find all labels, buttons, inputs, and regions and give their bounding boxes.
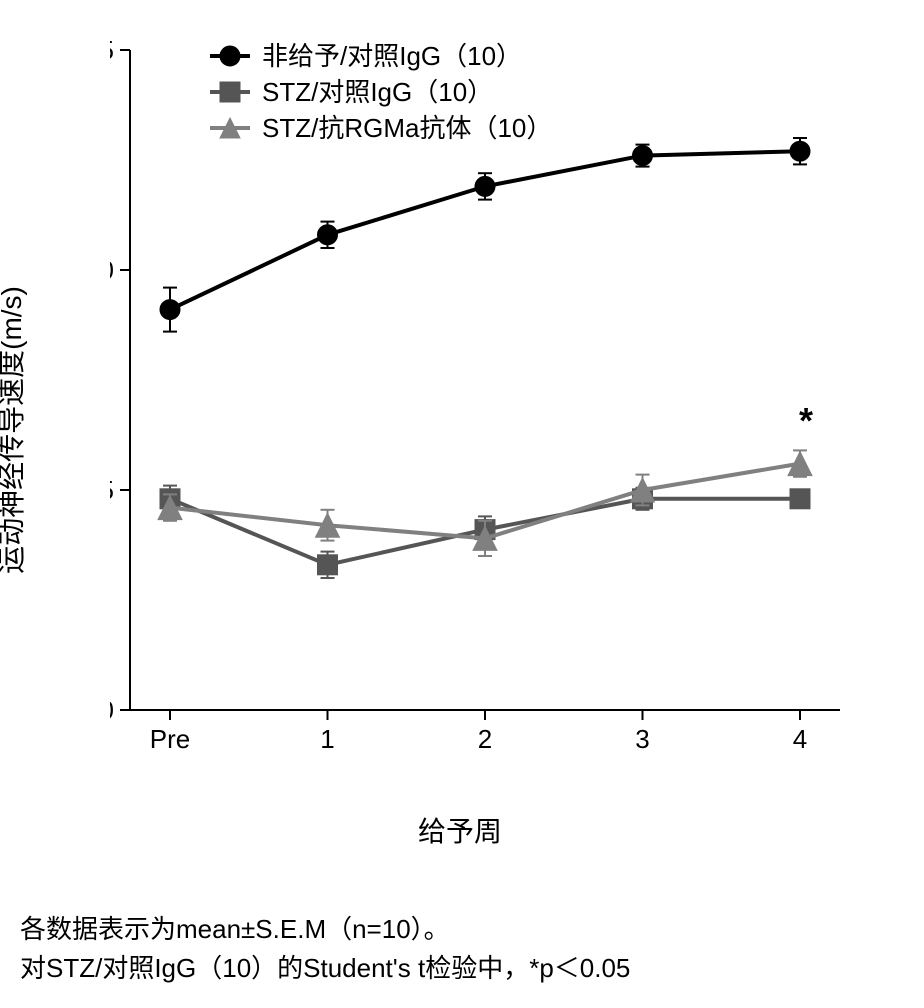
chart-plot: 30 35 40 45 Pre 1 2 3 4 非给予/对照IgG（10） STZ/对照IgG（1… xyxy=(110,30,880,770)
svg-text:1: 1 xyxy=(320,724,334,754)
series-control xyxy=(160,138,810,332)
footnote-2: 对STZ/对照IgG（10）的Student's t检验中，*p＜0.05 xyxy=(20,949,904,988)
sig-star: * xyxy=(799,400,813,441)
chart-container: 运动神经传导速度(m/s) 给予周 30354045Pre1234 非给予/对照… xyxy=(20,20,900,840)
y-axis-label: 运动神经传导速度(m/s) xyxy=(0,286,30,574)
svg-text:3: 3 xyxy=(635,724,649,754)
svg-text:4: 4 xyxy=(793,724,807,754)
footnotes: 各数据表示为mean±S.E.M（n=10）。 对STZ/对照IgG（10）的S… xyxy=(20,910,904,988)
legend-item: STZ/对照IgG（10） xyxy=(210,77,493,107)
svg-text:STZ/抗RGMa抗体（10）: STZ/抗RGMa抗体（10） xyxy=(262,113,552,143)
footnote-1: 各数据表示为mean±S.E.M（n=10）。 xyxy=(20,910,904,949)
svg-text:40: 40 xyxy=(110,255,114,285)
svg-text:非给予/对照IgG（10）: 非给予/对照IgG（10） xyxy=(262,41,522,71)
svg-text:2: 2 xyxy=(478,724,492,754)
svg-text:30: 30 xyxy=(110,695,114,725)
svg-text:STZ/对照IgG（10）: STZ/对照IgG（10） xyxy=(262,77,493,107)
series-stz-rgma xyxy=(158,450,812,556)
svg-text:Pre: Pre xyxy=(150,724,190,754)
svg-text:45: 45 xyxy=(110,35,114,65)
legend-item: 非给予/对照IgG（10） xyxy=(210,41,522,71)
legend-item: STZ/抗RGMa抗体（10） xyxy=(210,113,552,143)
svg-text:35: 35 xyxy=(110,475,114,505)
x-axis-label: 给予周 xyxy=(418,810,502,850)
